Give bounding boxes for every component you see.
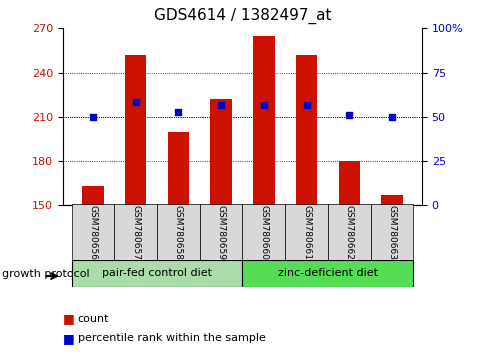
Text: GSM780663: GSM780663 (386, 208, 396, 267)
Text: GSM780656: GSM780656 (88, 205, 97, 260)
Text: GSM780656: GSM780656 (88, 208, 98, 267)
Text: GSM780658: GSM780658 (174, 205, 182, 260)
Bar (380, 195, 402, 205)
Bar (295, 55, 317, 205)
Text: GSM780660: GSM780660 (259, 205, 268, 260)
Text: GSM780658: GSM780658 (173, 208, 183, 267)
Text: count: count (77, 314, 109, 324)
Text: GSM780657: GSM780657 (130, 208, 140, 267)
Point (174, 110, 182, 115)
Bar (338, 161, 359, 205)
FancyBboxPatch shape (242, 204, 285, 262)
Text: GSM780662: GSM780662 (344, 205, 353, 260)
Bar (82, 186, 104, 205)
FancyBboxPatch shape (242, 260, 412, 287)
FancyBboxPatch shape (114, 204, 157, 262)
Text: GSM780659: GSM780659 (216, 205, 225, 260)
FancyBboxPatch shape (157, 204, 199, 262)
Text: percentile rank within the sample: percentile rank within the sample (77, 333, 265, 343)
Title: GDS4614 / 1382497_at: GDS4614 / 1382497_at (153, 8, 331, 24)
Text: GSM780659: GSM780659 (216, 208, 226, 267)
FancyBboxPatch shape (370, 204, 412, 262)
FancyBboxPatch shape (72, 260, 242, 287)
Text: ■: ■ (63, 332, 75, 344)
Bar (125, 55, 146, 205)
Point (132, 99, 139, 105)
Point (89, 114, 97, 120)
Point (217, 102, 225, 108)
Text: zinc-deficient diet: zinc-deficient diet (277, 268, 377, 279)
Text: GSM780660: GSM780660 (258, 208, 268, 267)
Point (259, 102, 267, 108)
Bar (210, 99, 231, 205)
Point (345, 113, 352, 118)
Text: GSM780661: GSM780661 (302, 205, 310, 260)
Text: GSM780662: GSM780662 (344, 208, 354, 267)
Text: GSM780663: GSM780663 (387, 205, 396, 260)
Text: GSM780657: GSM780657 (131, 205, 140, 260)
Point (302, 102, 310, 108)
Text: growth protocol: growth protocol (2, 269, 90, 279)
Text: GSM780661: GSM780661 (301, 208, 311, 267)
Text: ■: ■ (63, 312, 75, 325)
Point (387, 114, 395, 120)
FancyBboxPatch shape (285, 204, 327, 262)
FancyBboxPatch shape (327, 204, 370, 262)
Text: pair-fed control diet: pair-fed control diet (102, 268, 212, 279)
Bar (253, 36, 274, 205)
Bar (167, 132, 189, 205)
FancyBboxPatch shape (72, 204, 114, 262)
FancyBboxPatch shape (199, 204, 242, 262)
